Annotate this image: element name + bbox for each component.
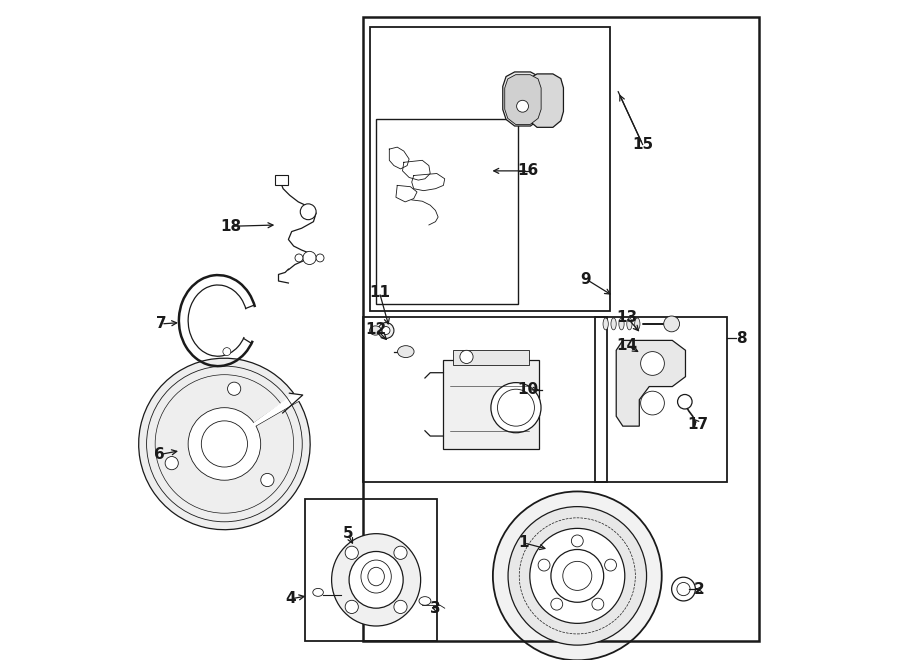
Ellipse shape [349,551,403,608]
Text: 13: 13 [616,310,637,325]
Ellipse shape [398,346,414,358]
Ellipse shape [603,318,608,330]
Ellipse shape [619,318,624,330]
Bar [376,120,518,304]
Circle shape [165,457,178,470]
Circle shape [493,491,662,660]
Text: 18: 18 [220,219,241,234]
Ellipse shape [634,318,640,330]
Text: 12: 12 [365,322,387,336]
Circle shape [346,600,358,613]
Circle shape [202,421,248,467]
Bar [370,27,610,311]
Circle shape [303,251,316,264]
Circle shape [641,352,664,375]
Circle shape [301,204,316,219]
Text: 10: 10 [518,382,538,397]
Bar [363,17,759,641]
Bar [275,175,288,185]
Circle shape [678,395,692,409]
Polygon shape [526,74,563,128]
Circle shape [663,316,680,332]
Circle shape [394,600,407,613]
Circle shape [592,598,604,610]
Text: 1: 1 [518,535,529,551]
Ellipse shape [370,326,382,335]
Circle shape [223,348,230,356]
Circle shape [188,408,261,481]
Ellipse shape [626,318,632,330]
Bar [595,317,727,483]
Polygon shape [616,340,686,426]
Circle shape [677,582,690,596]
Ellipse shape [313,588,323,596]
Circle shape [508,506,646,645]
Circle shape [261,473,274,486]
Circle shape [378,323,394,338]
Ellipse shape [368,567,384,586]
Circle shape [491,383,541,433]
Circle shape [498,389,535,426]
Text: 2: 2 [694,582,705,597]
Circle shape [605,559,617,571]
Text: 6: 6 [155,447,165,462]
Text: 17: 17 [688,416,708,432]
Text: 3: 3 [430,602,441,616]
Circle shape [572,535,583,547]
Circle shape [228,382,240,395]
Polygon shape [505,75,541,124]
Circle shape [530,528,625,623]
Circle shape [316,254,324,262]
Wedge shape [139,358,310,529]
Text: 4: 4 [285,592,296,606]
Wedge shape [224,393,300,444]
Polygon shape [503,72,543,126]
Bar [444,360,539,449]
Ellipse shape [419,597,431,605]
Circle shape [641,391,664,415]
Ellipse shape [611,318,616,330]
Text: 11: 11 [369,285,390,299]
Text: 16: 16 [518,163,538,178]
Circle shape [394,546,407,559]
Circle shape [551,549,604,602]
Circle shape [538,559,550,571]
Text: 7: 7 [156,317,166,331]
Ellipse shape [361,560,392,593]
Circle shape [517,100,528,112]
Text: 9: 9 [580,272,591,287]
Text: 5: 5 [342,526,353,541]
Circle shape [382,327,390,334]
Circle shape [671,577,696,601]
Circle shape [460,350,473,364]
Text: 14: 14 [616,338,637,352]
Text: 15: 15 [632,137,653,152]
Text: 8: 8 [736,331,747,346]
Bar [363,317,607,483]
Ellipse shape [331,533,420,626]
Circle shape [562,561,592,590]
Bar [454,350,529,365]
Circle shape [551,598,562,610]
Circle shape [295,254,303,262]
Circle shape [346,546,358,559]
Bar [305,498,436,641]
